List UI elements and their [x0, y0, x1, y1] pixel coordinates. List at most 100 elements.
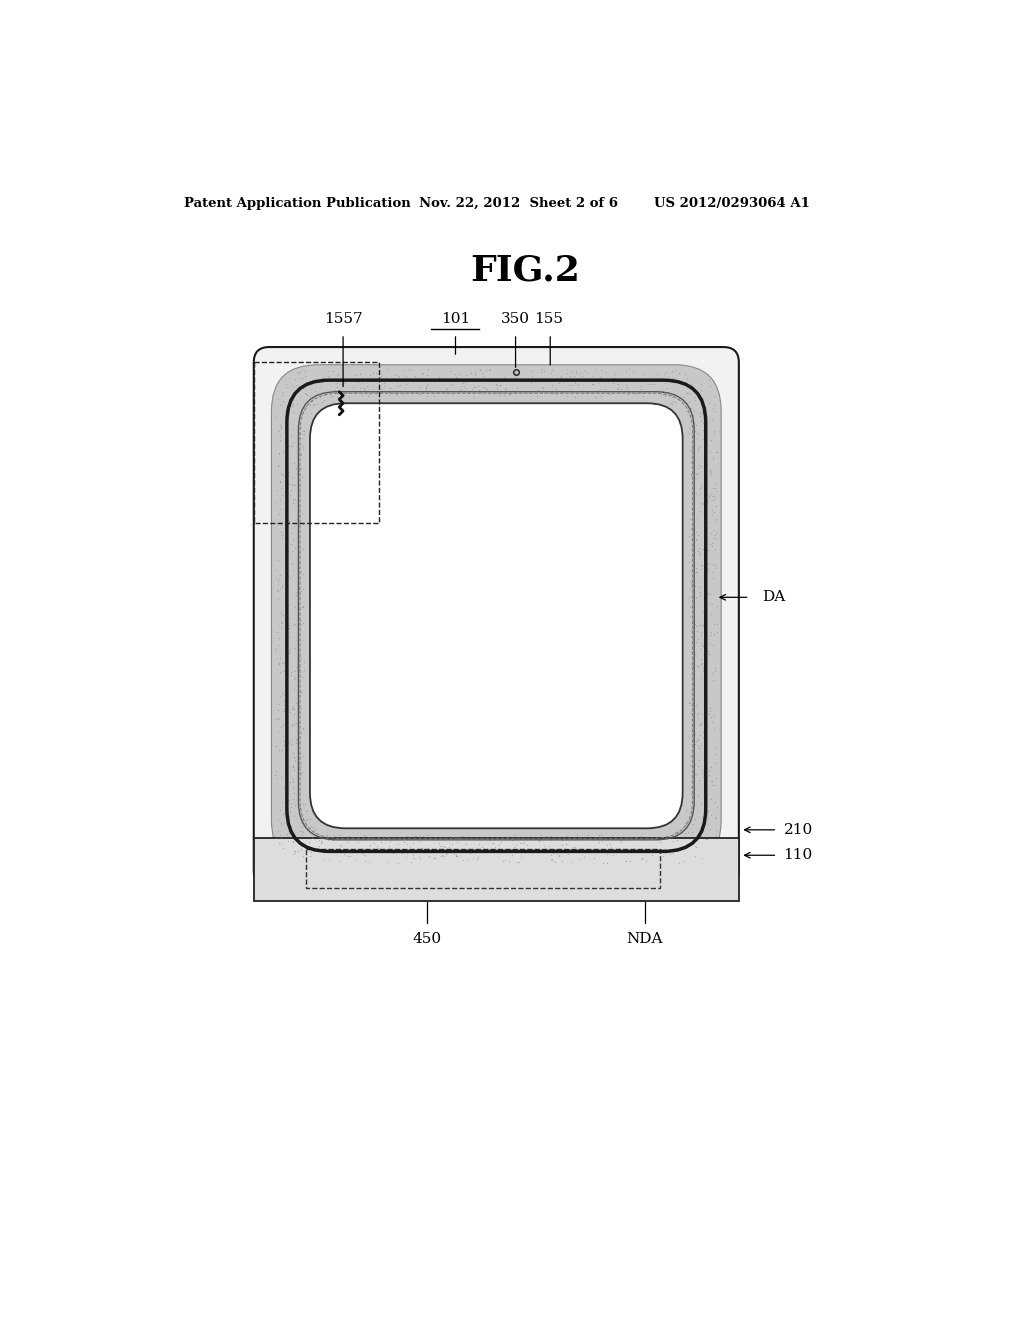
Point — [699, 748, 716, 770]
Point — [677, 822, 693, 843]
Point — [384, 383, 400, 404]
Point — [294, 367, 310, 388]
Point — [412, 849, 428, 870]
Point — [593, 385, 609, 407]
Point — [604, 845, 621, 866]
Point — [681, 561, 697, 582]
Point — [283, 792, 299, 813]
Point — [285, 418, 301, 440]
Point — [270, 693, 287, 714]
Point — [288, 711, 304, 733]
Point — [585, 841, 601, 862]
Point — [680, 381, 696, 403]
Point — [271, 648, 288, 669]
Point — [535, 376, 551, 397]
Point — [281, 473, 297, 494]
Point — [585, 374, 601, 395]
Point — [352, 363, 369, 384]
Point — [271, 627, 288, 648]
Point — [519, 834, 536, 855]
Point — [685, 612, 701, 634]
Point — [610, 838, 627, 859]
Point — [493, 838, 509, 859]
Point — [705, 397, 721, 418]
Point — [319, 829, 336, 850]
Point — [282, 772, 298, 793]
Point — [379, 359, 395, 380]
Point — [546, 842, 562, 863]
Point — [273, 417, 290, 438]
Point — [293, 755, 309, 776]
Point — [294, 466, 310, 487]
Point — [513, 370, 529, 391]
Point — [703, 593, 720, 614]
Point — [426, 385, 442, 407]
Point — [681, 417, 697, 438]
Text: 110: 110 — [783, 849, 813, 862]
Point — [700, 760, 717, 781]
Point — [708, 661, 724, 682]
Point — [685, 405, 701, 426]
Point — [367, 838, 383, 859]
Point — [294, 667, 310, 688]
Point — [275, 731, 292, 752]
Point — [294, 812, 310, 833]
Point — [706, 614, 722, 635]
Point — [296, 425, 312, 446]
Point — [308, 393, 325, 414]
Point — [340, 368, 356, 389]
Point — [416, 825, 432, 846]
Point — [374, 381, 390, 403]
Point — [557, 833, 573, 854]
Point — [689, 561, 706, 582]
Point — [305, 393, 322, 414]
Point — [694, 657, 711, 678]
Point — [290, 564, 306, 585]
Point — [536, 378, 552, 399]
Point — [486, 837, 503, 858]
Point — [381, 384, 397, 405]
Point — [683, 642, 699, 663]
Point — [287, 475, 303, 496]
Point — [559, 385, 575, 407]
Point — [413, 380, 429, 401]
Point — [273, 521, 290, 543]
Point — [688, 521, 705, 543]
Point — [467, 376, 483, 397]
Point — [291, 578, 307, 599]
Point — [290, 545, 306, 566]
Point — [290, 486, 306, 507]
Point — [311, 829, 328, 850]
Point — [702, 533, 719, 554]
Point — [682, 440, 698, 461]
Point — [694, 539, 711, 560]
Point — [612, 379, 629, 400]
Point — [415, 363, 431, 384]
Point — [690, 656, 707, 677]
Point — [665, 360, 681, 381]
Point — [418, 376, 434, 397]
Point — [284, 480, 300, 502]
Point — [664, 387, 680, 408]
Point — [539, 825, 555, 846]
Point — [701, 375, 718, 396]
Point — [404, 832, 421, 853]
Point — [290, 841, 306, 862]
Point — [271, 471, 288, 492]
Point — [312, 833, 329, 854]
Point — [290, 422, 306, 444]
Point — [285, 488, 301, 510]
Point — [470, 846, 486, 867]
Point — [433, 845, 450, 866]
Point — [285, 393, 301, 414]
Point — [312, 830, 329, 851]
Point — [651, 840, 668, 861]
Point — [288, 597, 304, 618]
Point — [667, 821, 683, 842]
Point — [474, 362, 490, 383]
Point — [632, 376, 648, 397]
Point — [307, 818, 324, 840]
Point — [566, 372, 583, 393]
Point — [281, 731, 297, 752]
Point — [279, 804, 295, 825]
